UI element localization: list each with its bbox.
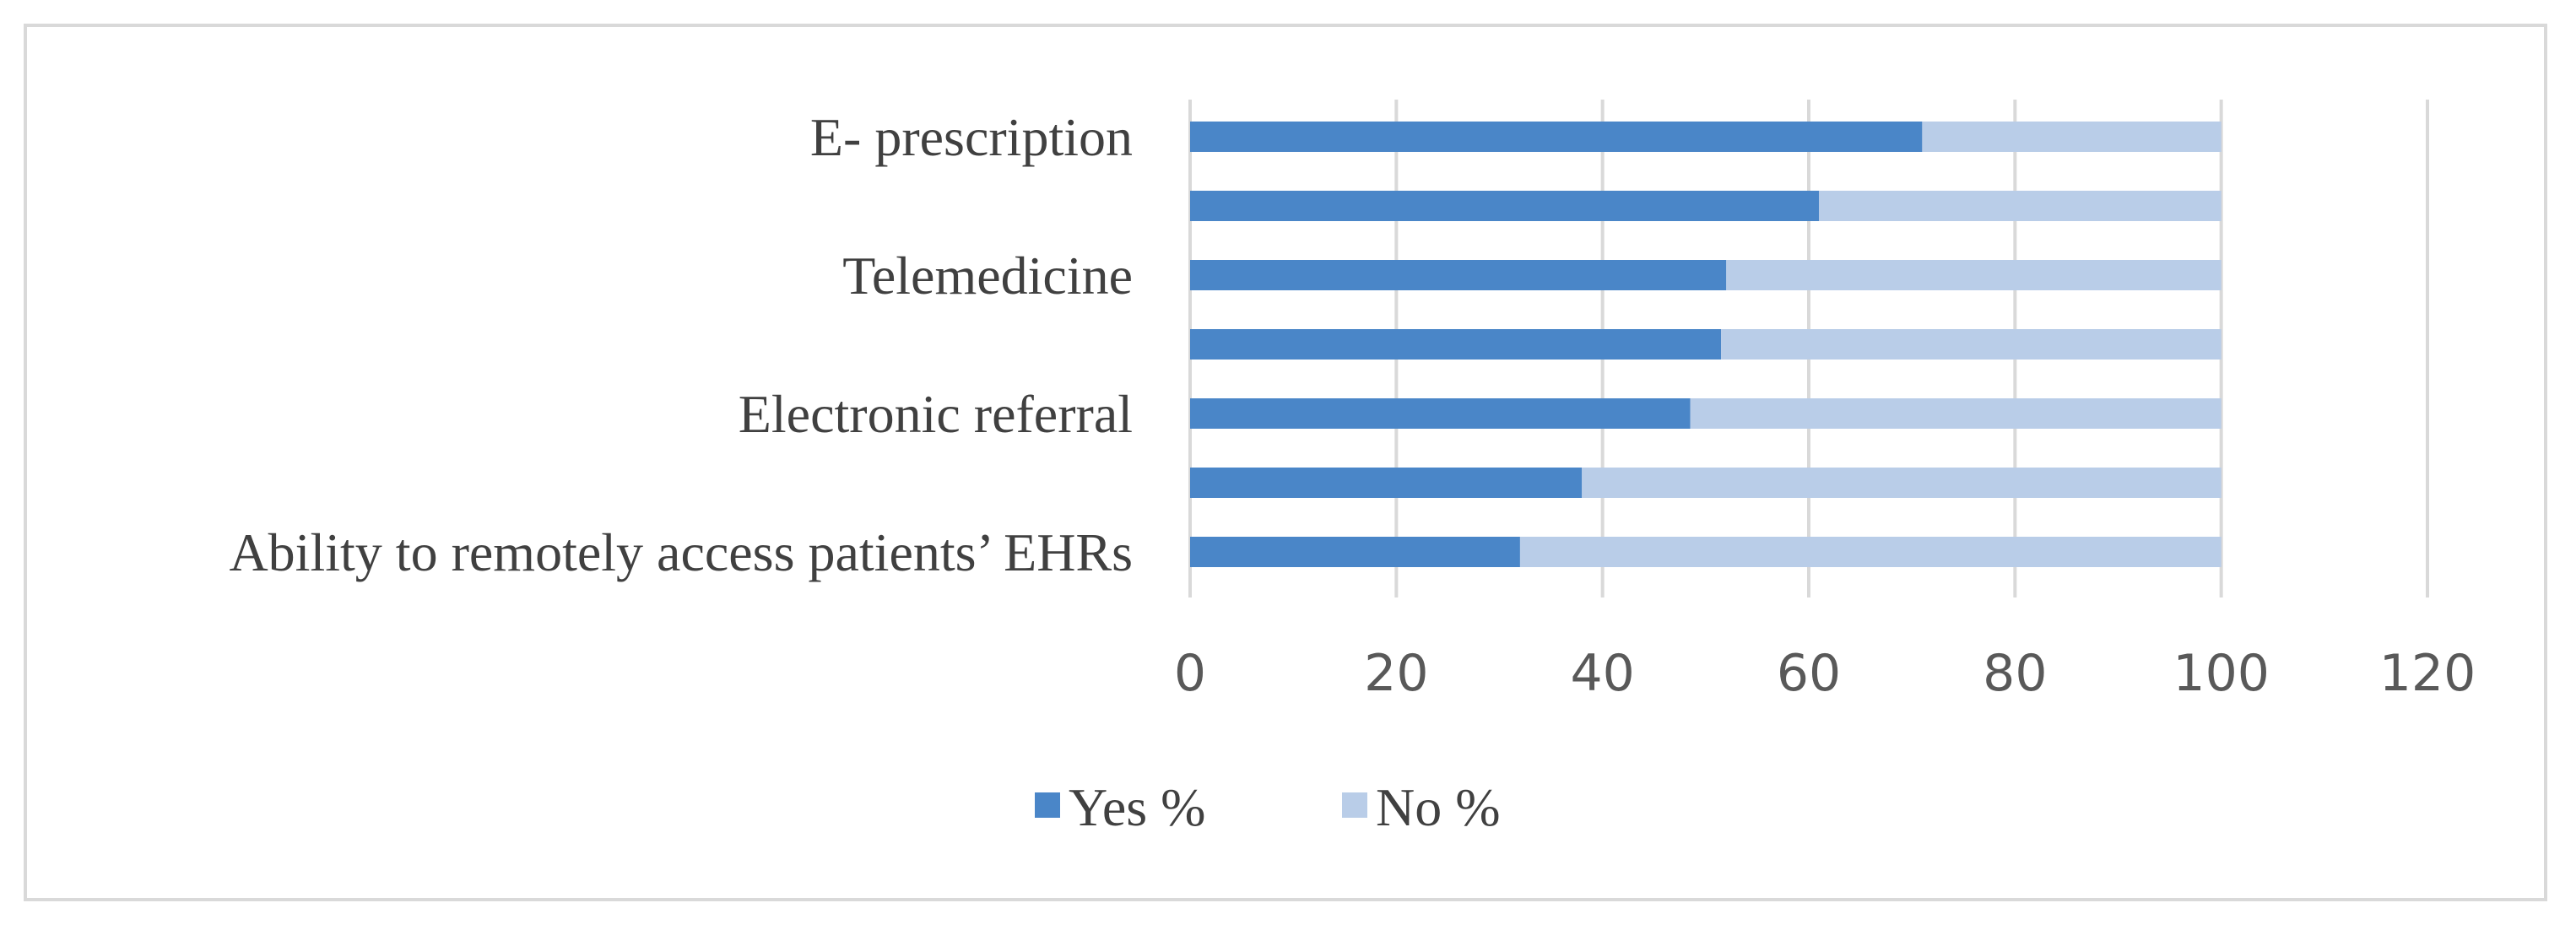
bar-no [1922, 122, 2222, 152]
bar-yes [1190, 398, 1691, 429]
category-label: Telemedicine [842, 246, 1133, 305]
bar-no [1690, 398, 2222, 429]
bar-yes [1190, 122, 1923, 152]
bar-yes [1190, 260, 1727, 290]
legend-label-no: No % [1376, 777, 1501, 837]
x-tick-label: 40 [1570, 644, 1634, 703]
bar-yes [1190, 329, 1722, 360]
bar-no [1819, 191, 2222, 221]
x-tick-label: 20 [1364, 644, 1428, 703]
x-tick-label: 100 [2173, 644, 2270, 703]
legend-label-yes: Yes % [1069, 777, 1205, 837]
x-tick-label: 80 [1983, 644, 2047, 703]
x-tick-label: 60 [1777, 644, 1841, 703]
legend: Yes % No % [1035, 777, 1501, 837]
bar-yes [1190, 537, 1520, 567]
bar-yes [1190, 468, 1583, 498]
chart-frame [24, 24, 2547, 901]
bar-no [1519, 537, 2222, 567]
category-label: Electronic referral [739, 384, 1133, 444]
x-tick-label: 120 [2379, 644, 2476, 703]
legend-swatch-no [1342, 792, 1367, 818]
category-labels: E- prescription Telemedicine Electronic re… [229, 107, 1133, 582]
bar-no [1726, 260, 2222, 290]
bar-no [1721, 329, 2222, 360]
bar-no [1582, 468, 2222, 498]
bars [1190, 122, 2222, 567]
x-tick-label: 0 [1174, 644, 1206, 703]
legend-swatch-yes [1035, 792, 1060, 818]
category-label: Ability to remotely access patients’ EHR… [229, 522, 1133, 582]
category-label: E- prescription [810, 107, 1133, 167]
x-axis-ticks: 0 20 40 60 80 100 120 [1174, 644, 2476, 703]
bar-yes [1190, 191, 1820, 221]
